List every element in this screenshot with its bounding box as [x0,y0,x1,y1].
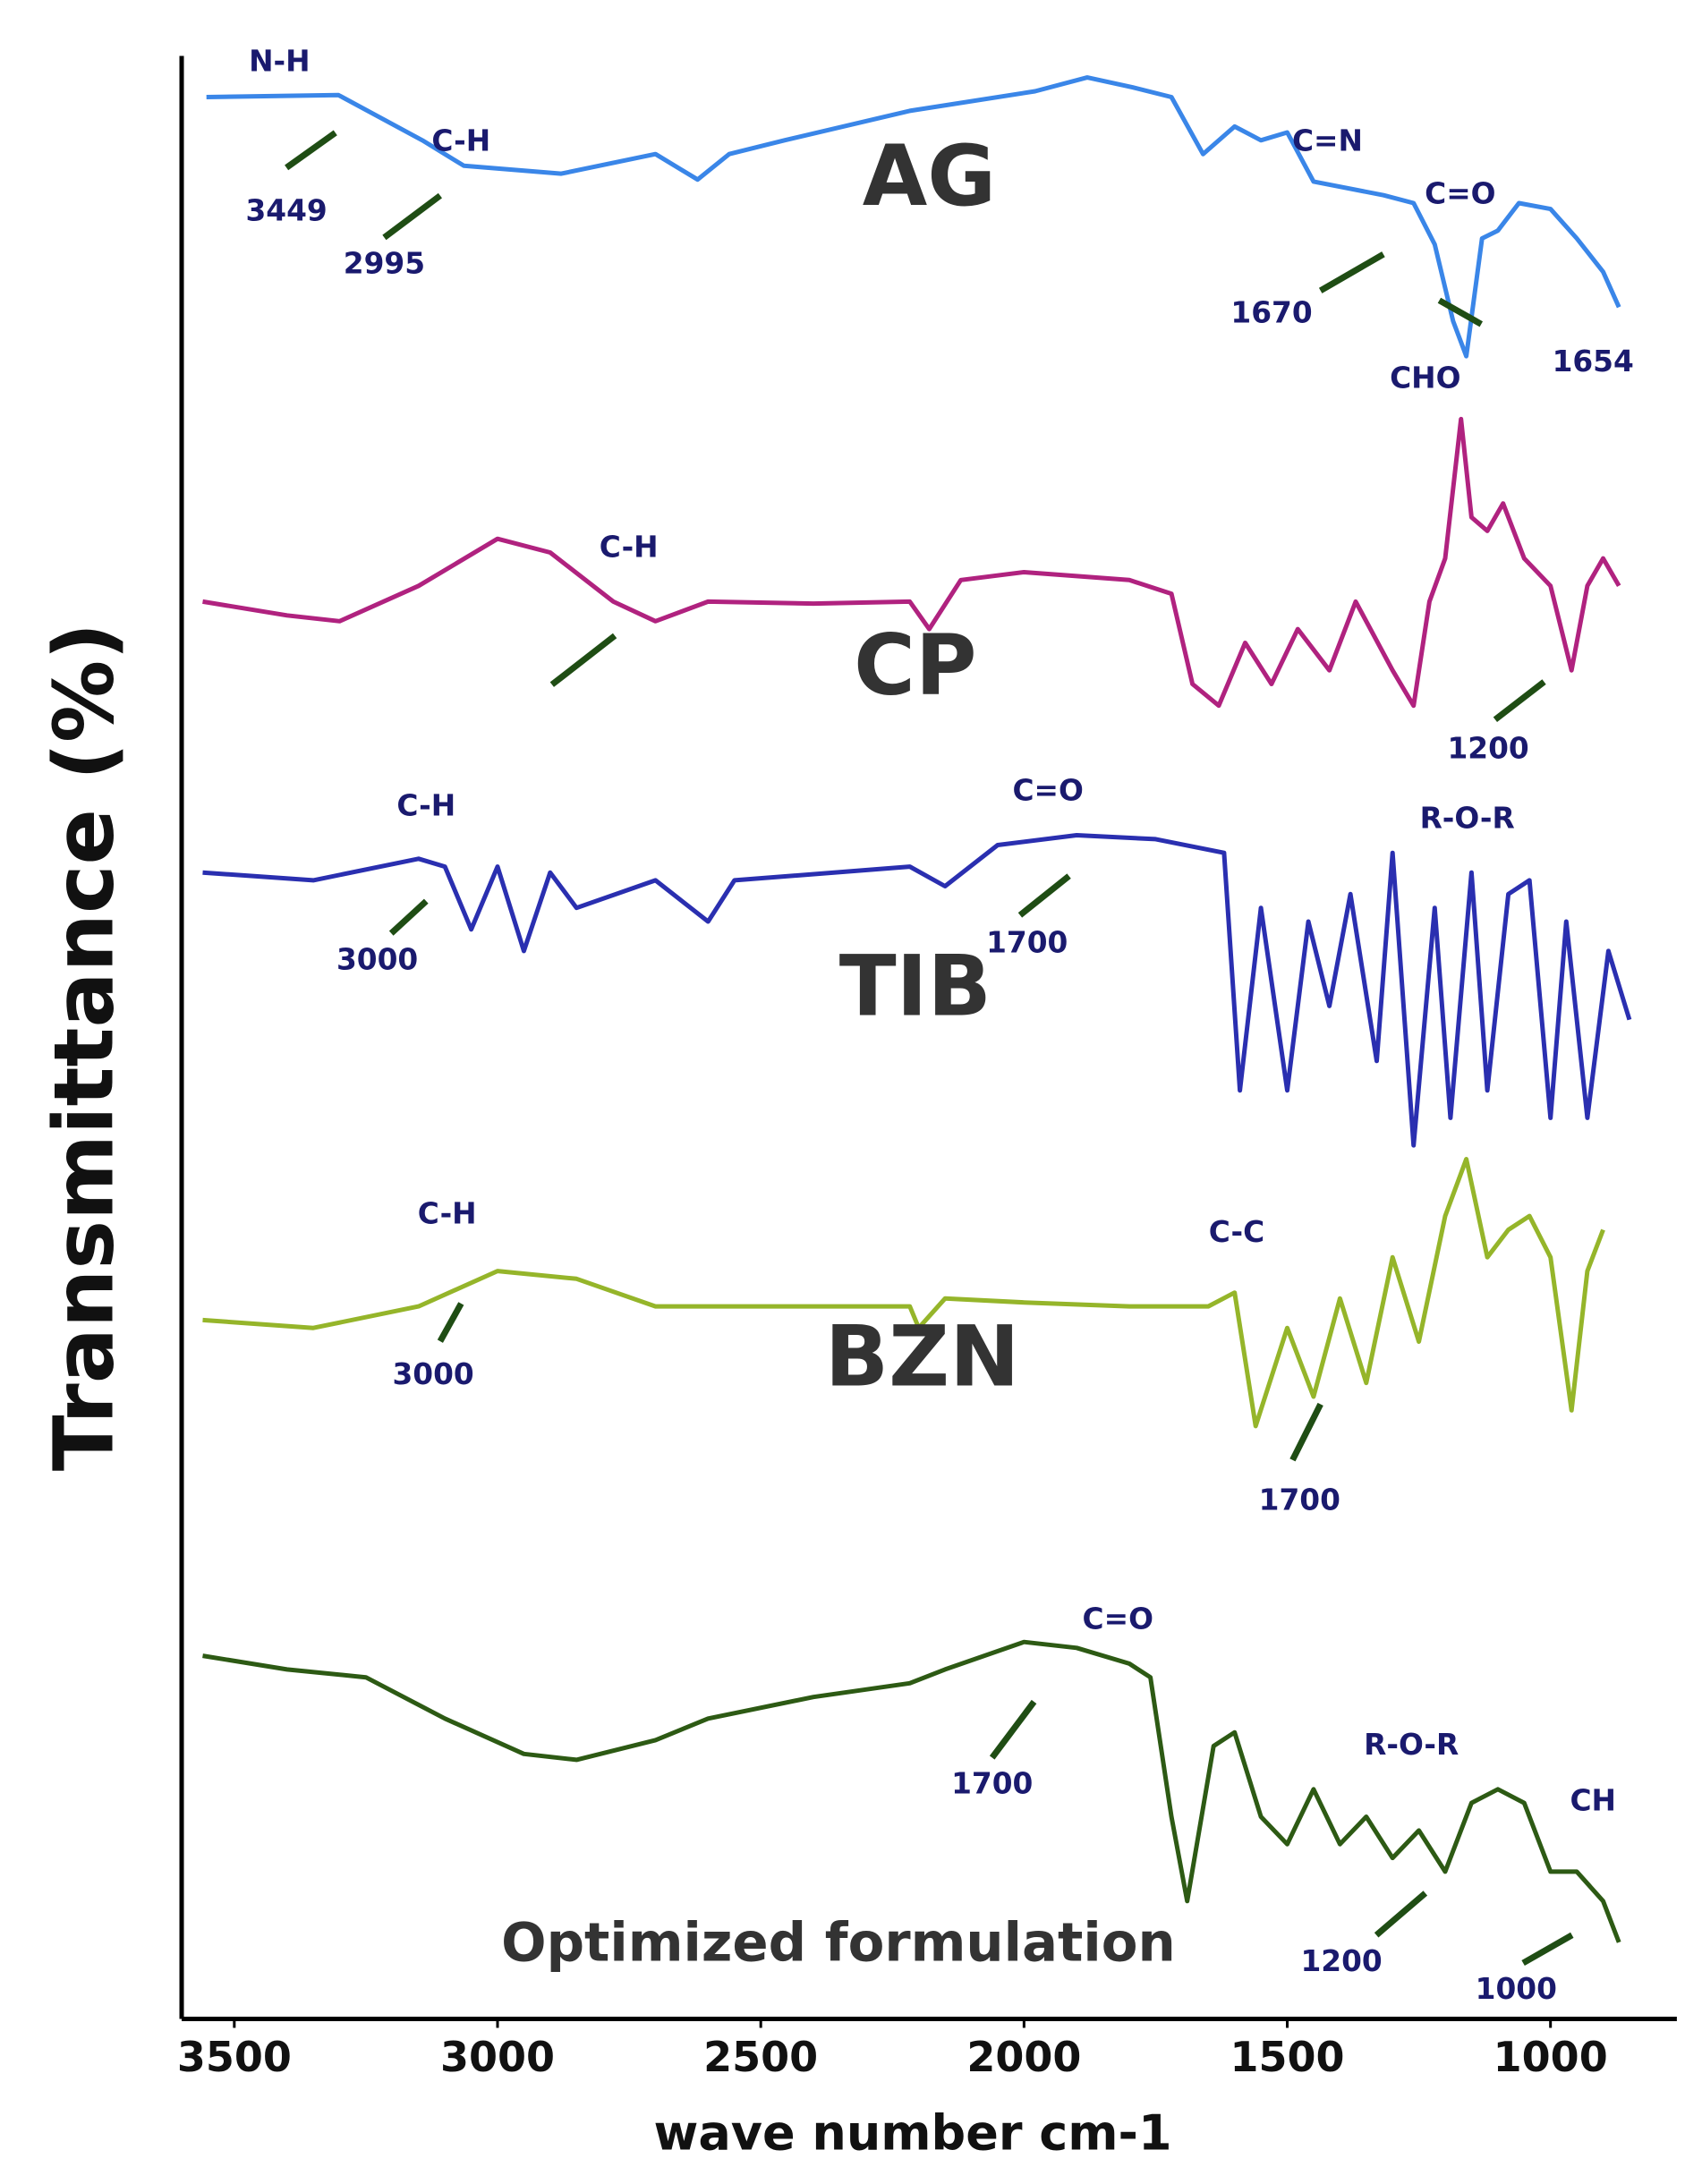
annotation: 1700 [951,1767,1033,1801]
annotation: C=N [1292,123,1363,157]
annotation: 3449 [245,193,327,227]
series-label: Optimized formulation [501,1911,1176,1973]
annotation: 2995 [344,247,425,281]
annotation: C-H [418,1197,477,1231]
annotation: CH [1570,1783,1616,1817]
series-label: BZN [825,1308,1020,1406]
annotation: R-O-R [1364,1728,1459,1762]
annotation: 1000 [1476,1972,1557,2006]
annotation: C-H [396,789,455,823]
leader-dash [989,1699,1037,1760]
annotation: 1700 [986,926,1068,960]
annotation: C-C [1209,1215,1264,1249]
annotation: 1654 [1553,344,1634,378]
spectrum-line [202,1639,1621,1943]
x-tick-label: 3000 [440,2033,555,2081]
annotation: CHO [1390,361,1460,395]
x-tick-label: 2000 [966,2033,1081,2081]
annotation: C-H [431,123,490,157]
leader-dash [382,192,442,241]
annotation: 1700 [1259,1483,1340,1517]
annotation: N-H [249,44,310,78]
leader-dash [1017,873,1071,918]
leader-dash [1318,251,1385,293]
annotation: 1200 [1300,1944,1382,1978]
annotation: 3000 [336,942,418,976]
x-tick-label: 1500 [1230,2033,1345,2081]
annotation: C-H [600,531,659,565]
y-axis-label: Transmittance (%) [36,623,132,1472]
leader-dash [1289,1402,1323,1462]
annotation: C=O [1012,773,1083,807]
spectrum-line [202,416,1621,709]
x-tick-label: 2500 [703,2033,818,2081]
x-tick-label: 1000 [1494,2033,1608,2081]
leader-dash [1493,679,1546,722]
spectrum-line [202,833,1632,1148]
annotation: C=O [1425,177,1495,211]
spectrum-line [206,75,1621,359]
series-label: AG [863,128,996,225]
annotation: 3000 [392,1357,473,1391]
series-label: TIB [839,939,991,1036]
leader-dash [388,898,429,936]
series-label: CP [854,616,976,714]
leader-dash [1437,297,1483,327]
annotation: R-O-R [1420,802,1515,836]
leader-dash [1374,1891,1428,1938]
annotation: 1670 [1230,295,1312,329]
leader-dash [437,1302,464,1343]
annotation: C=O [1083,1602,1153,1636]
x-axis-label: wave number cm-1 [653,2105,1171,2162]
leader-dash [549,633,617,687]
spectrum-line [202,1157,1605,1429]
x-tick-label: 3500 [177,2033,292,2081]
leader-dash [285,130,337,171]
leader-dash [1521,1932,1574,1967]
annotation: 1200 [1447,732,1528,766]
